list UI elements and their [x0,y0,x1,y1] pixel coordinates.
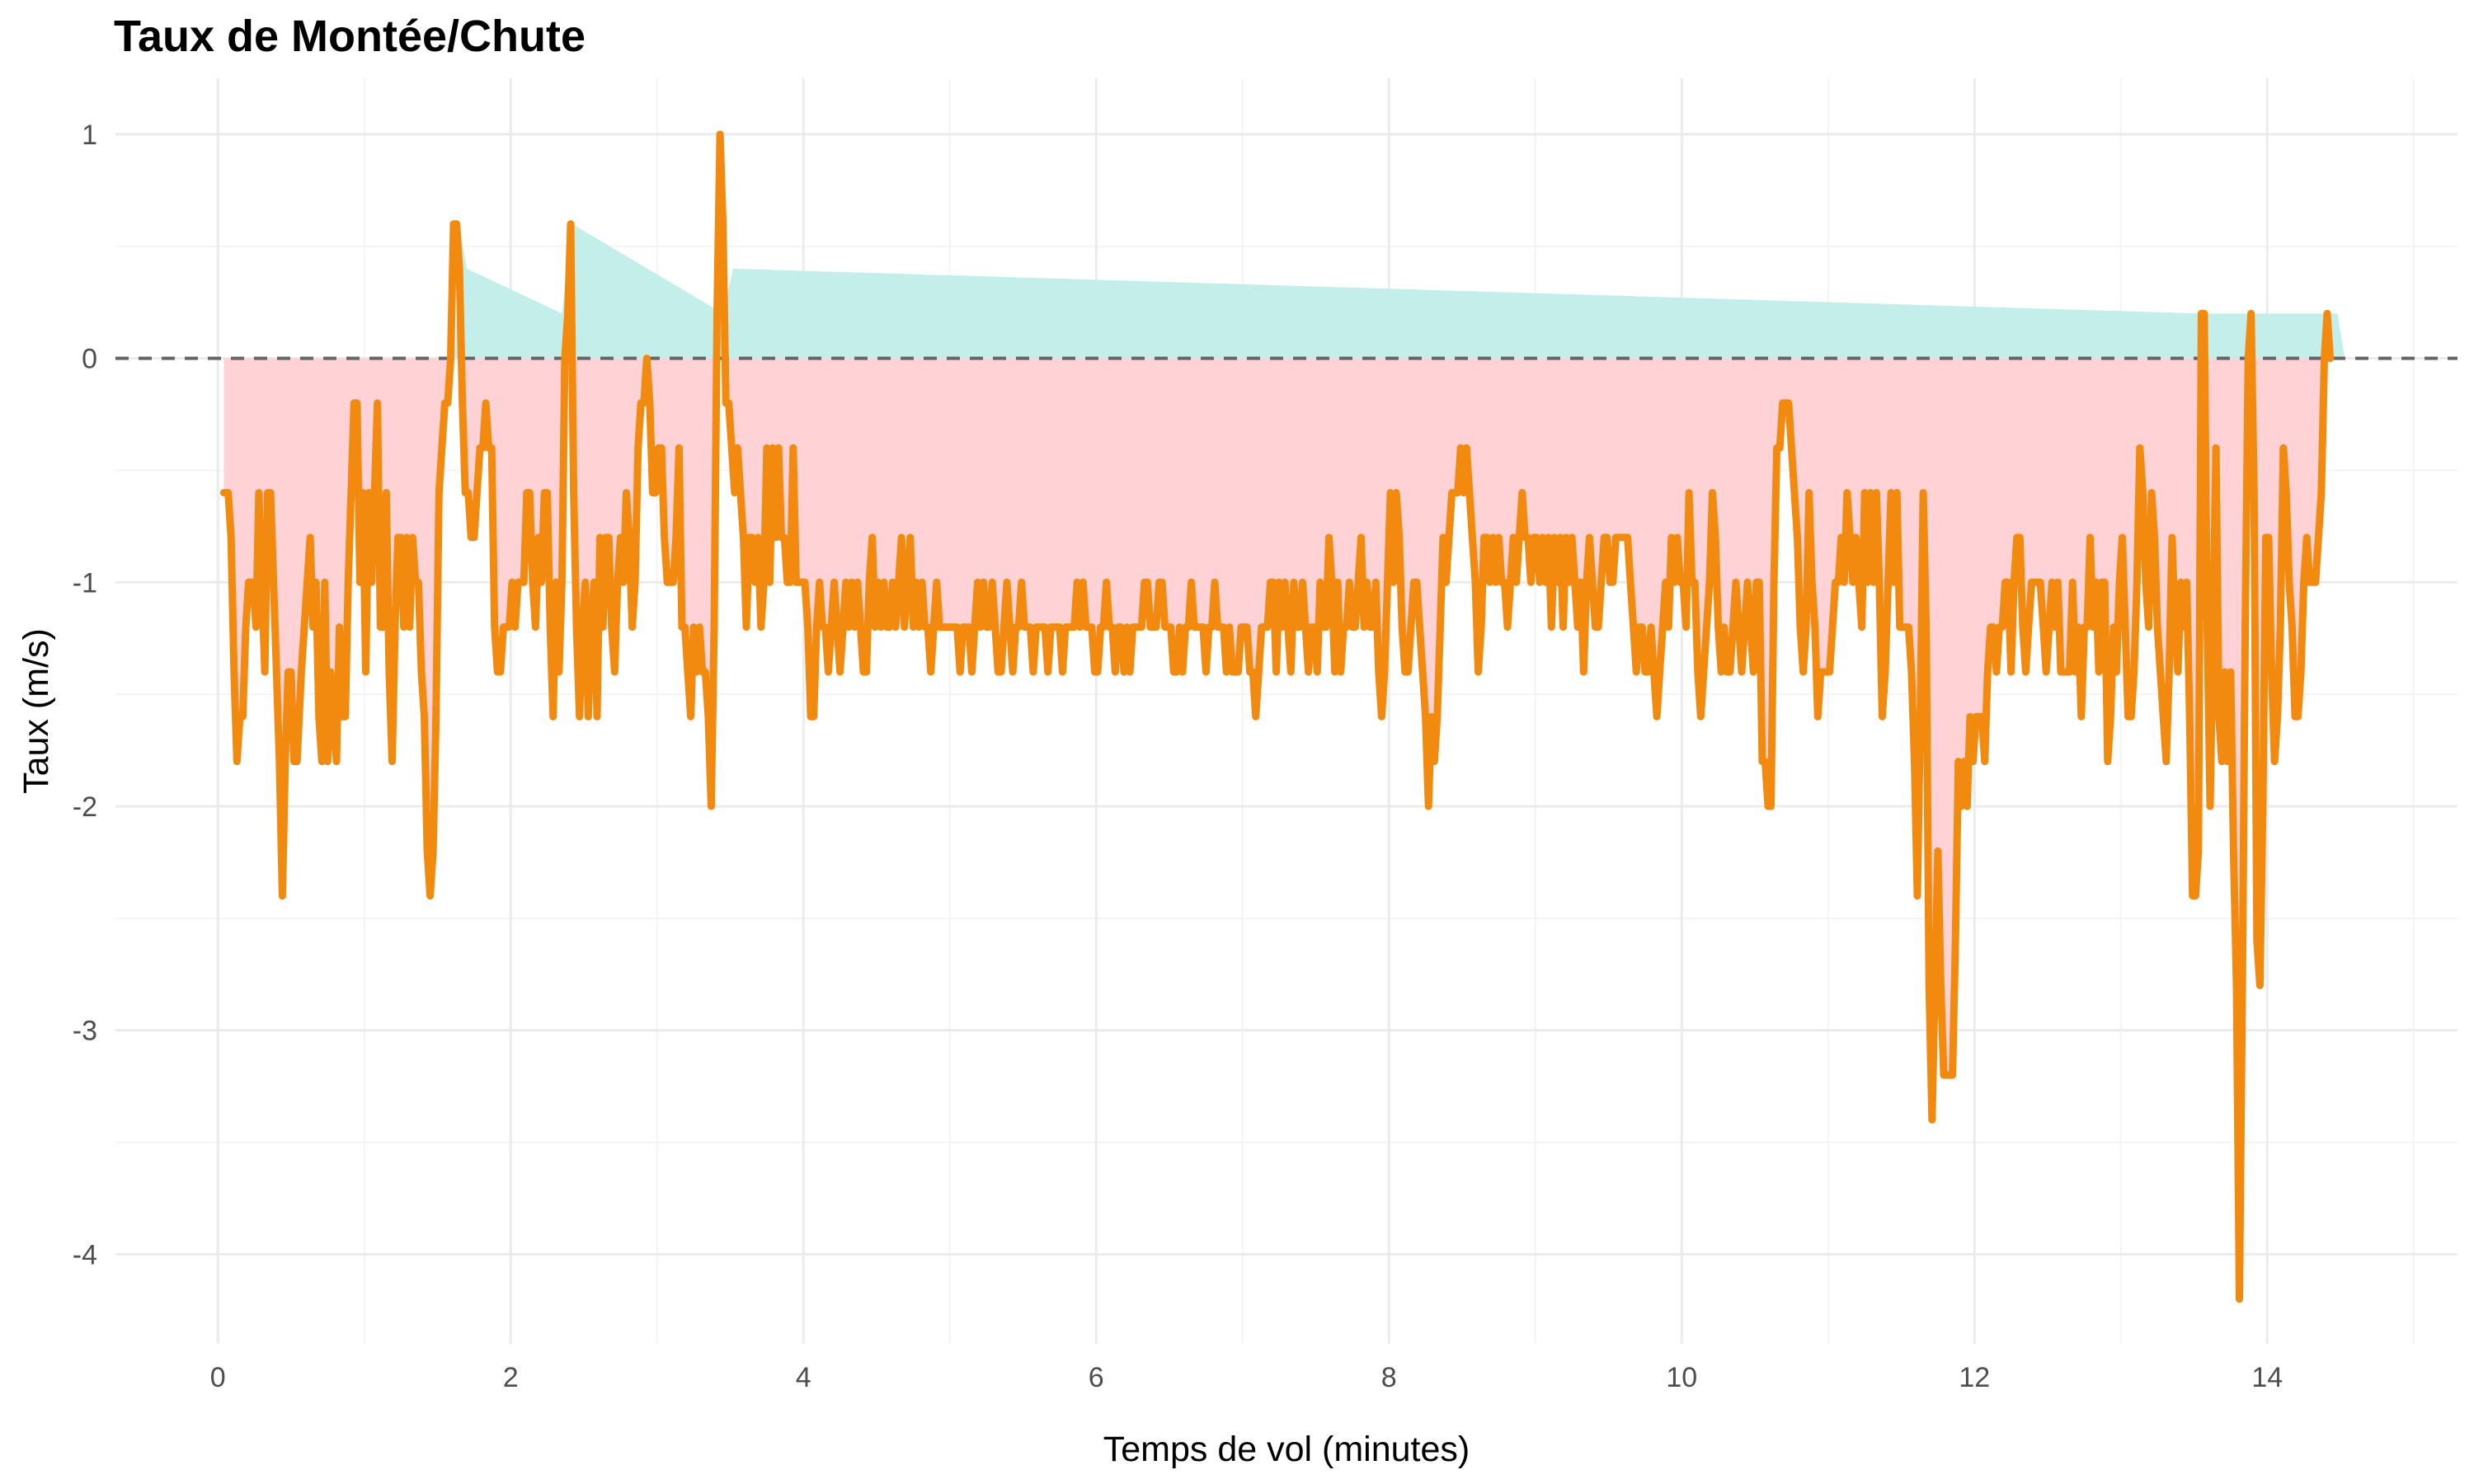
x-tick-label: 6 [1089,1362,1104,1393]
climb-area [454,223,2345,359]
x-tick-label: 4 [796,1362,811,1393]
x-tick-label: 10 [1666,1362,1697,1393]
x-tick-label: 2 [503,1362,519,1393]
x-tick-label: 12 [1959,1362,1990,1393]
x-axis-label: Temps de vol (minutes) [1103,1430,1470,1469]
y-tick-label: 0 [82,344,97,375]
y-tick-label: -1 [73,567,97,599]
y-tick-label: 1 [82,120,97,151]
y-tick-label: -4 [73,1239,97,1270]
x-tick-label: 14 [2251,1362,2283,1393]
y-axis-tick-labels: 1 0 -1 -2 -3 -4 [73,120,97,1270]
y-tick-label: -3 [73,1016,97,1047]
descent-area [223,358,2331,1299]
chart-title: Taux de Montée/Chute [114,12,586,61]
x-axis-tick-labels: 0 2 4 6 8 10 12 14 [210,1362,2283,1393]
filled-areas [223,223,2345,1299]
x-tick-label: 8 [1381,1362,1397,1393]
y-axis-label: Taux (m/s) [16,628,56,794]
x-tick-label: 0 [210,1362,226,1393]
climb-rate-series-line [219,130,2335,1303]
y-tick-label: -2 [73,791,97,823]
